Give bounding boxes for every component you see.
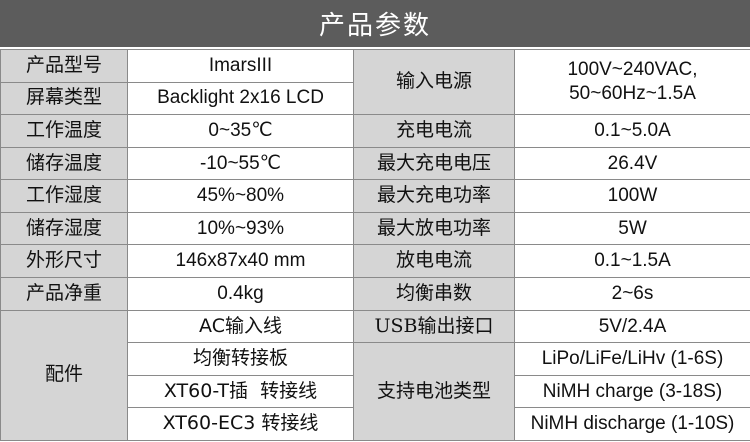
cell-value: 2~6s xyxy=(514,277,750,311)
table-row: 产品型号 ImarsIII 输入电源 100V~240VAC, 50~60Hz~… xyxy=(0,48,750,116)
cell-value: 0.1~1.5A xyxy=(514,244,750,279)
accessory-item: XT60-EC3 转接线 xyxy=(127,407,354,441)
battery-type-item: NiMH discharge (1-10S) xyxy=(514,407,750,441)
cell-label-battery-types: 支持电池类型 xyxy=(353,342,515,441)
cell-value: 5W xyxy=(514,211,750,246)
cell-label: 工作温度 xyxy=(0,114,128,148)
table-row: 均衡转接板 支持电池类型 LiPo/LiFe/LiHv (1-6S) xyxy=(1,342,750,441)
table-row: 屏幕类型 Backlight 2x16 LCD xyxy=(0,81,750,116)
cell-value: 0.4kg xyxy=(127,277,354,311)
cell-value: 0.1~5.0A xyxy=(514,114,750,148)
cell-label: 屏幕类型 xyxy=(0,81,128,116)
input-power-line-2: 50~60Hz~1.5A xyxy=(569,83,696,105)
cell-value: 45%~80% xyxy=(127,179,354,213)
cell-label: 外形尺寸 xyxy=(0,244,128,279)
cell-label: 产品型号 xyxy=(0,49,128,83)
cell-label: 最大充电功率 xyxy=(353,179,515,213)
cell-value: Backlight 2x16 LCD xyxy=(127,81,354,116)
cell-value-input-power: 100V~240VAC, 50~60Hz~1.5A xyxy=(514,48,750,116)
table-row: 工作湿度 45%~80% 最大充电功率 100W xyxy=(0,179,750,213)
cell-label: 充电电流 xyxy=(353,114,515,148)
cell-value: 26.4V xyxy=(514,146,750,181)
cell-label: 最大充电电压 xyxy=(353,146,515,181)
cell-value: -10~55℃ xyxy=(127,146,354,181)
input-power-line-1: 100V~240VAC, xyxy=(567,59,698,81)
cell-label: 最大放电功率 xyxy=(353,211,515,246)
cell-value: 10%~93% xyxy=(127,211,354,246)
cell-label: 储存温度 xyxy=(0,146,128,181)
battery-type-item: NiMH charge (3-18S) xyxy=(514,374,750,409)
cell-label: 工作湿度 xyxy=(0,179,128,213)
battery-type-item: LiPo/LiFe/LiHv (1-6S) xyxy=(514,342,750,376)
cell-value: 0~35℃ xyxy=(127,114,354,148)
cell-value: ImarsIII xyxy=(127,49,354,83)
cell-label: 放电电流 xyxy=(353,244,515,279)
cell-label-input-power: 输入电源 xyxy=(353,48,515,116)
cell-label: 均衡串数 xyxy=(353,277,515,311)
page-title: 产品参数 xyxy=(0,0,750,47)
cell-value: 100W xyxy=(514,179,750,213)
accessory-item: AC输入线 xyxy=(127,309,354,344)
table-row: 工作温度 0~35℃ 充电电流 0.1~5.0A xyxy=(0,114,750,148)
table-row: 储存湿度 10%~93% 最大放电功率 5W xyxy=(0,211,750,246)
cell-value: 146x87x40 mm xyxy=(127,244,354,279)
accessory-item: XT60-T插 转接线 xyxy=(127,374,354,409)
table-row: 产品净重 0.4kg 均衡串数 2~6s xyxy=(0,277,750,311)
table-row: 储存温度 -10~55℃ 最大充电电压 26.4V xyxy=(0,146,750,181)
table-row: XT60-T插 转接线 NiMH charge (3-18S) xyxy=(1,374,750,409)
cell-label: 储存湿度 xyxy=(0,211,128,246)
cell-label: 产品净重 xyxy=(0,277,128,311)
cell-label-usb: USB输出接口 xyxy=(353,309,515,344)
table-row: 外形尺寸 146x87x40 mm 放电电流 0.1~1.5A xyxy=(0,244,750,279)
table-row: 配件 AC输入线 USB输出接口 5V/2.4A xyxy=(0,309,750,442)
accessory-item: 均衡转接板 xyxy=(127,342,354,376)
cell-value-usb: 5V/2.4A xyxy=(514,309,750,344)
cell-label-accessories: 配件 xyxy=(0,309,128,442)
table-row: XT60-EC3 转接线 NiMH discharge (1-10S) xyxy=(1,407,750,441)
spec-table: 产品型号 ImarsIII 输入电源 100V~240VAC, 50~60Hz~… xyxy=(0,48,750,442)
